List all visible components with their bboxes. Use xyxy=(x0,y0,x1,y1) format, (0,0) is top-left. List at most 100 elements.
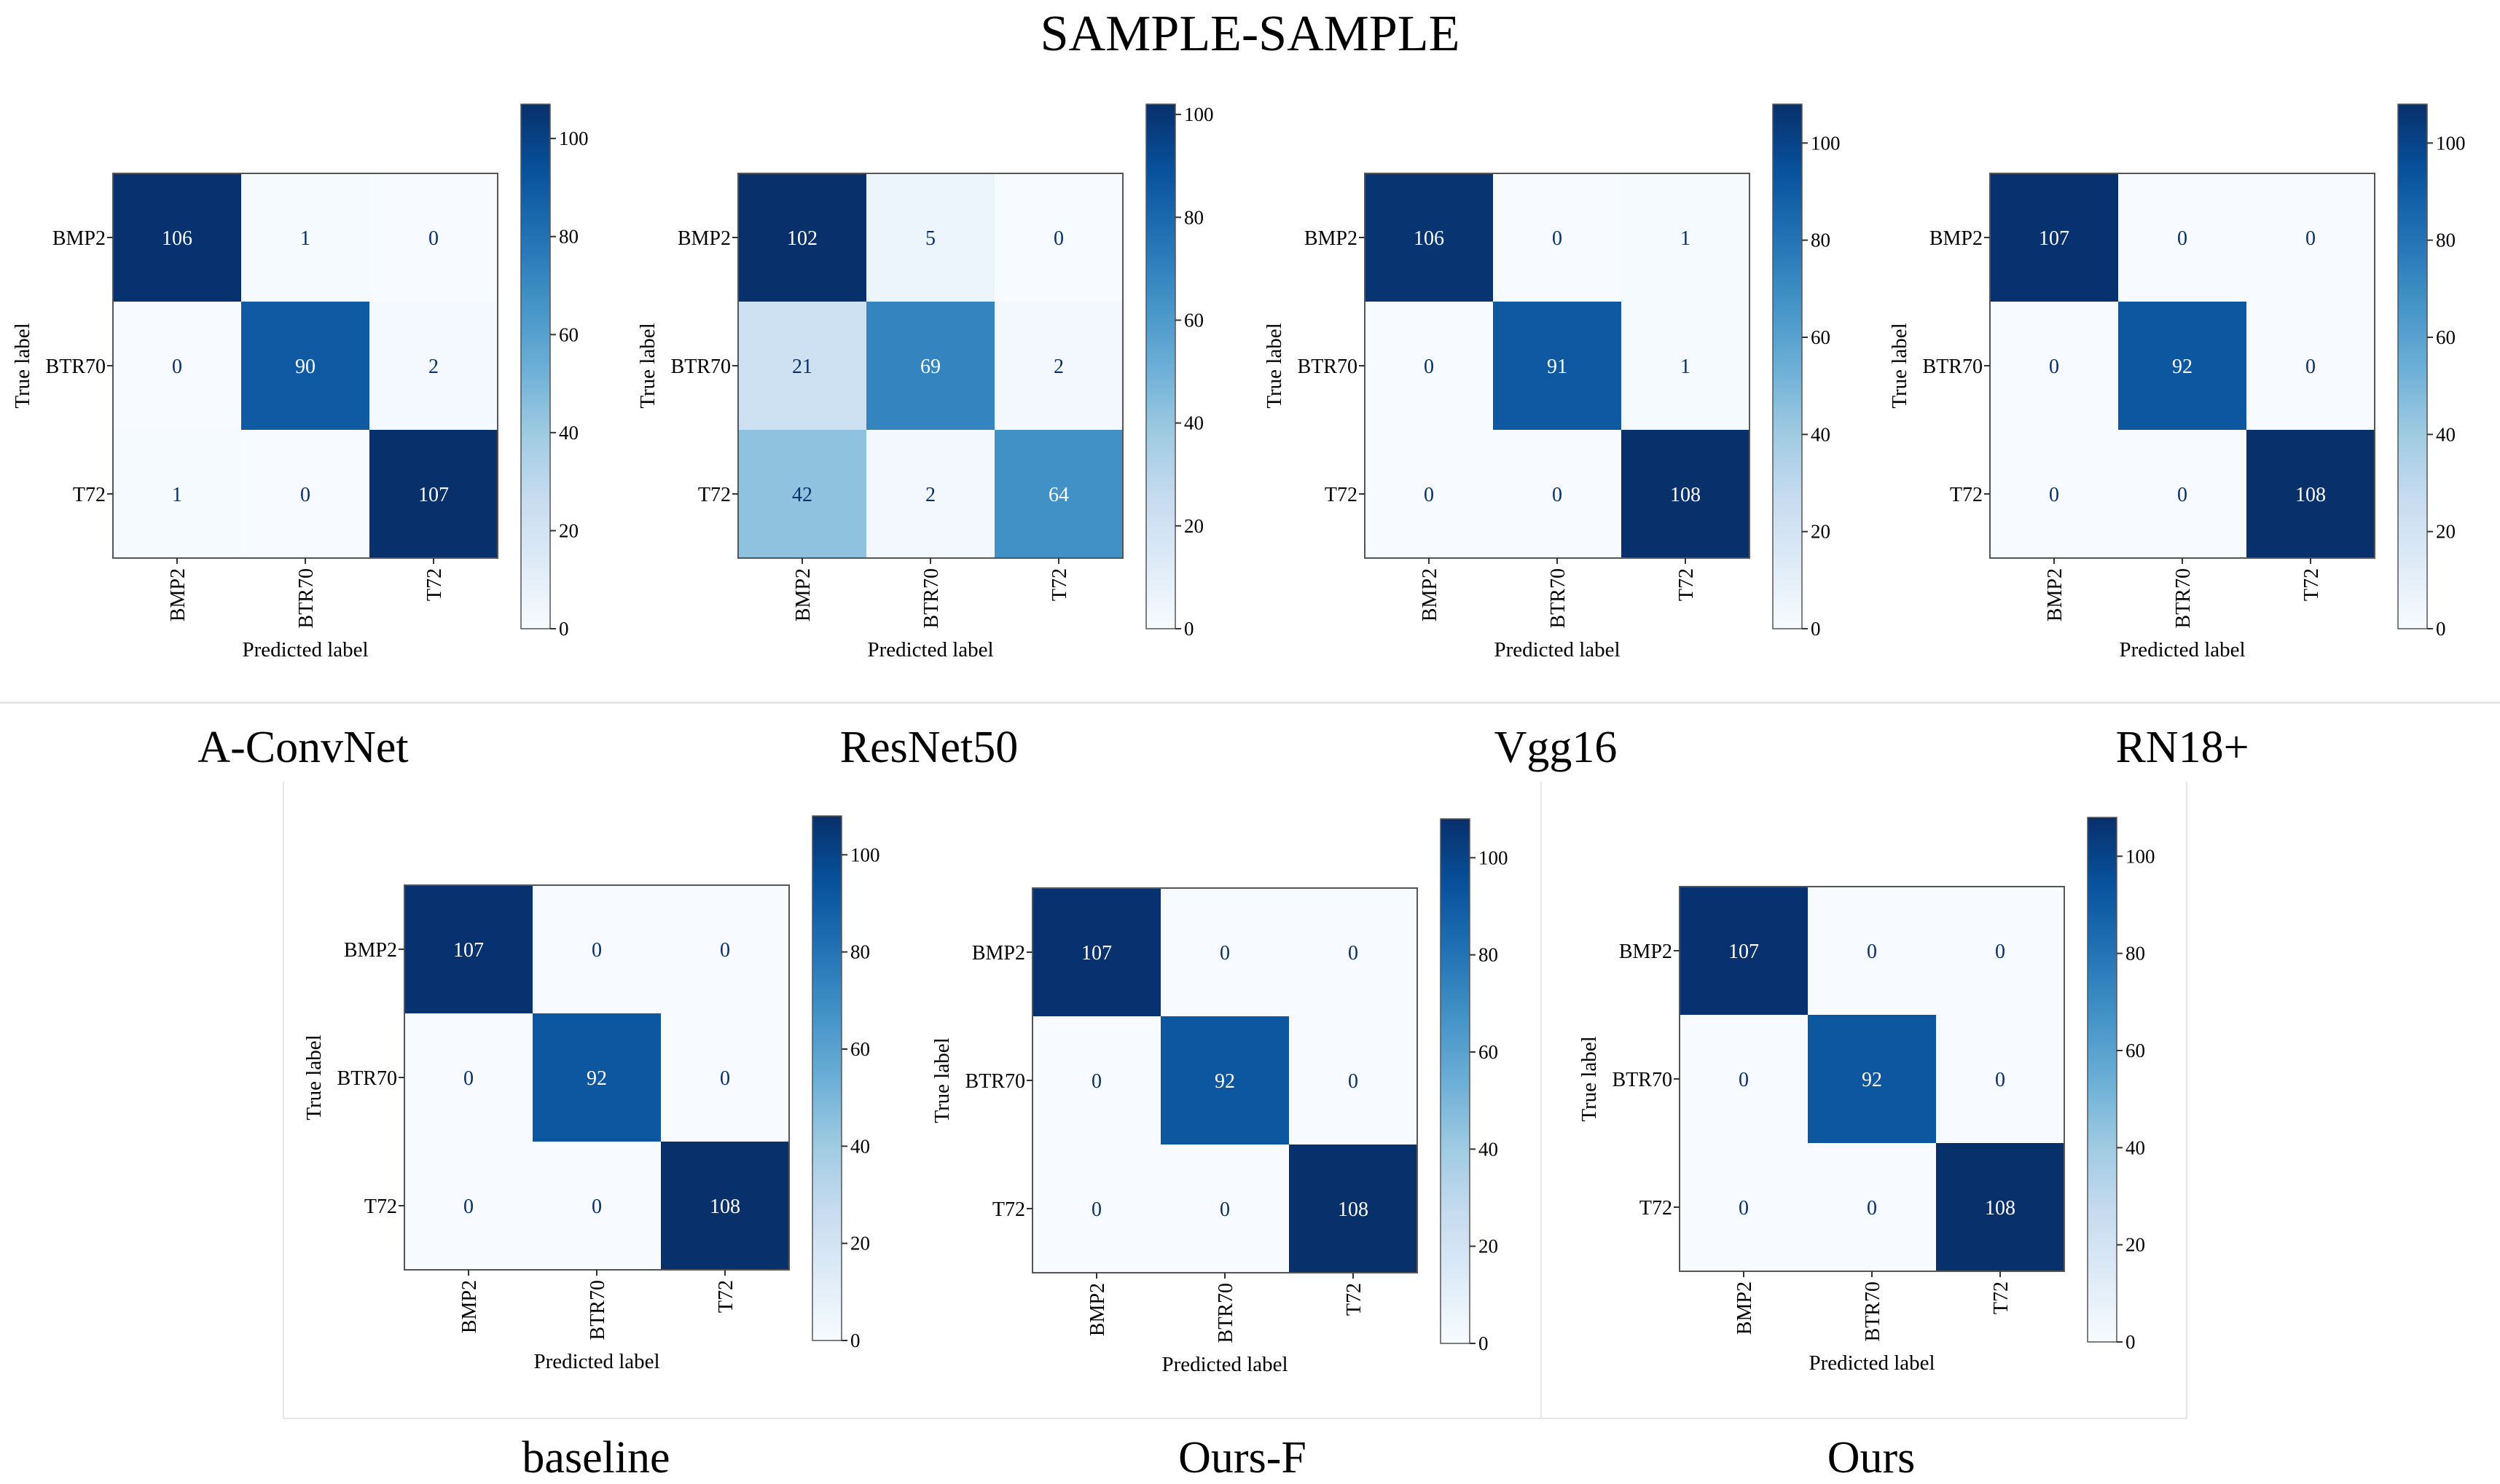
chart-svg: 107 0 0 0 92 0 0 0 108 BMP2 BTR70 T72 BMP2 BTR70 T72 Pr… xyxy=(1578,817,2155,1375)
y-axis-label: True label xyxy=(930,1037,954,1123)
cell xyxy=(1990,302,2118,430)
cell xyxy=(738,430,866,558)
colorbar-tick-label: 60 xyxy=(2125,1040,2145,1061)
cell xyxy=(1289,1016,1417,1145)
cell-value-label: 106 xyxy=(162,227,192,250)
y-tick-label: BTR70 xyxy=(671,356,731,378)
cell-value-label: 92 xyxy=(1215,1070,1235,1093)
cell-value-label: 108 xyxy=(2295,484,2326,506)
cell-value-label: 0 xyxy=(1867,1197,1877,1220)
x-tick-label: BMP2 xyxy=(2044,568,2066,621)
panel-title-vgg16: Vgg16 xyxy=(1494,723,1618,772)
colorbar-tick-label: 20 xyxy=(1478,1236,1498,1257)
cell xyxy=(404,1142,533,1270)
cell xyxy=(1936,1015,2064,1143)
x-axis-label: Predicted label xyxy=(867,638,993,661)
colorbar-tick-label: 0 xyxy=(1184,618,1194,640)
cell xyxy=(241,302,369,430)
cell xyxy=(1808,887,1936,1015)
colorbar-tick-label: 0 xyxy=(559,618,569,640)
y-axis-label: True label xyxy=(11,323,34,408)
panel-frame-right-edge xyxy=(2186,782,2187,1419)
cell xyxy=(1680,1015,1808,1143)
cell-value-label: 108 xyxy=(1670,484,1701,506)
y-tick-label: T72 xyxy=(364,1196,397,1218)
cell xyxy=(1493,173,1621,302)
cell-value-label: 1 xyxy=(300,227,310,250)
colorbar xyxy=(520,103,551,629)
cell-value-label: 0 xyxy=(1348,1070,1358,1093)
cell-value-label: 2 xyxy=(925,484,936,506)
colorbar xyxy=(1440,818,1470,1344)
colorbar-tick-label: 80 xyxy=(2436,229,2456,251)
panel-title-resnet50: ResNet50 xyxy=(839,723,1019,772)
cell-value-label: 108 xyxy=(1338,1198,1368,1221)
cell-value-label: 0 xyxy=(428,227,439,250)
cell xyxy=(1808,1143,1936,1271)
cell xyxy=(1365,173,1493,302)
cell xyxy=(866,430,995,558)
cell-value-label: 0 xyxy=(463,1196,474,1218)
colorbar-tick-label: 60 xyxy=(2436,326,2456,348)
cell xyxy=(533,1142,661,1270)
cell xyxy=(2246,430,2375,558)
cell-value-label: 0 xyxy=(1220,942,1230,965)
colorbar xyxy=(812,815,842,1341)
panel-title-rn18-plus: RN18+ xyxy=(2115,723,2249,772)
cell xyxy=(113,173,241,302)
colorbar-tick-label: 0 xyxy=(1478,1332,1489,1354)
cell xyxy=(1365,302,1493,430)
y-tick-label: BTR70 xyxy=(1923,356,1983,378)
cell xyxy=(1493,302,1621,430)
colorbar-tick-label: 60 xyxy=(1478,1041,1498,1063)
x-tick-label: T72 xyxy=(1343,1283,1365,1316)
x-axis-label: Predicted label xyxy=(242,638,368,661)
colorbar xyxy=(2397,103,2428,629)
x-tick-label: BTR70 xyxy=(1862,1281,1884,1341)
colorbar-tick-label: 20 xyxy=(1184,515,1204,537)
cell-value-label: 0 xyxy=(2305,227,2316,250)
cell-value-label: 0 xyxy=(172,356,182,378)
colorbar-tick-label: 20 xyxy=(559,519,579,541)
colorbar-tick-label: 40 xyxy=(559,422,579,444)
cell-value-label: 107 xyxy=(2039,227,2069,250)
cell-value-label: 92 xyxy=(2172,356,2193,378)
cell xyxy=(533,885,661,1013)
cell-value-label: 0 xyxy=(300,484,310,506)
cell-value-label: 0 xyxy=(2177,484,2187,506)
cell xyxy=(2246,173,2375,302)
panel-title-a-convnet: A-ConvNet xyxy=(197,723,409,772)
x-tick-label: T72 xyxy=(715,1280,737,1313)
y-axis-label: True label xyxy=(636,323,659,408)
cell xyxy=(866,302,995,430)
colorbar-tick-label: 40 xyxy=(2436,423,2456,445)
x-tick-label: BMP2 xyxy=(458,1280,481,1333)
cell-value-label: 0 xyxy=(463,1067,474,1090)
cell xyxy=(1621,430,1749,558)
x-tick-label: BMP2 xyxy=(792,568,815,621)
x-axis-label: Predicted label xyxy=(2119,638,2245,661)
cell xyxy=(404,885,533,1013)
cell xyxy=(1365,430,1493,558)
cell xyxy=(661,1013,789,1142)
colorbar-tick-label: 20 xyxy=(2125,1234,2145,1256)
x-tick-label: T72 xyxy=(1675,568,1698,601)
cell-value-label: 107 xyxy=(418,484,449,506)
x-axis-label: Predicted label xyxy=(1809,1351,1935,1375)
cell xyxy=(661,885,789,1013)
cell-value-label: 0 xyxy=(592,939,602,962)
colorbar-tick-label: 80 xyxy=(850,941,870,963)
x-tick-label: BMP2 xyxy=(1419,568,1441,621)
y-axis-label: True label xyxy=(1578,1036,1601,1121)
cell xyxy=(241,430,369,558)
cell xyxy=(1808,1015,1936,1143)
cell xyxy=(1680,887,1808,1015)
y-tick-label: T72 xyxy=(698,484,731,506)
y-tick-label: T72 xyxy=(992,1198,1025,1221)
cell xyxy=(995,173,1123,302)
x-tick-label: BMP2 xyxy=(167,568,189,621)
cell xyxy=(1289,888,1417,1016)
panel-frame-bottom-edge xyxy=(283,1418,2186,1419)
x-tick-label: BTR70 xyxy=(2172,568,2195,628)
y-tick-label: BMP2 xyxy=(1619,941,1672,963)
